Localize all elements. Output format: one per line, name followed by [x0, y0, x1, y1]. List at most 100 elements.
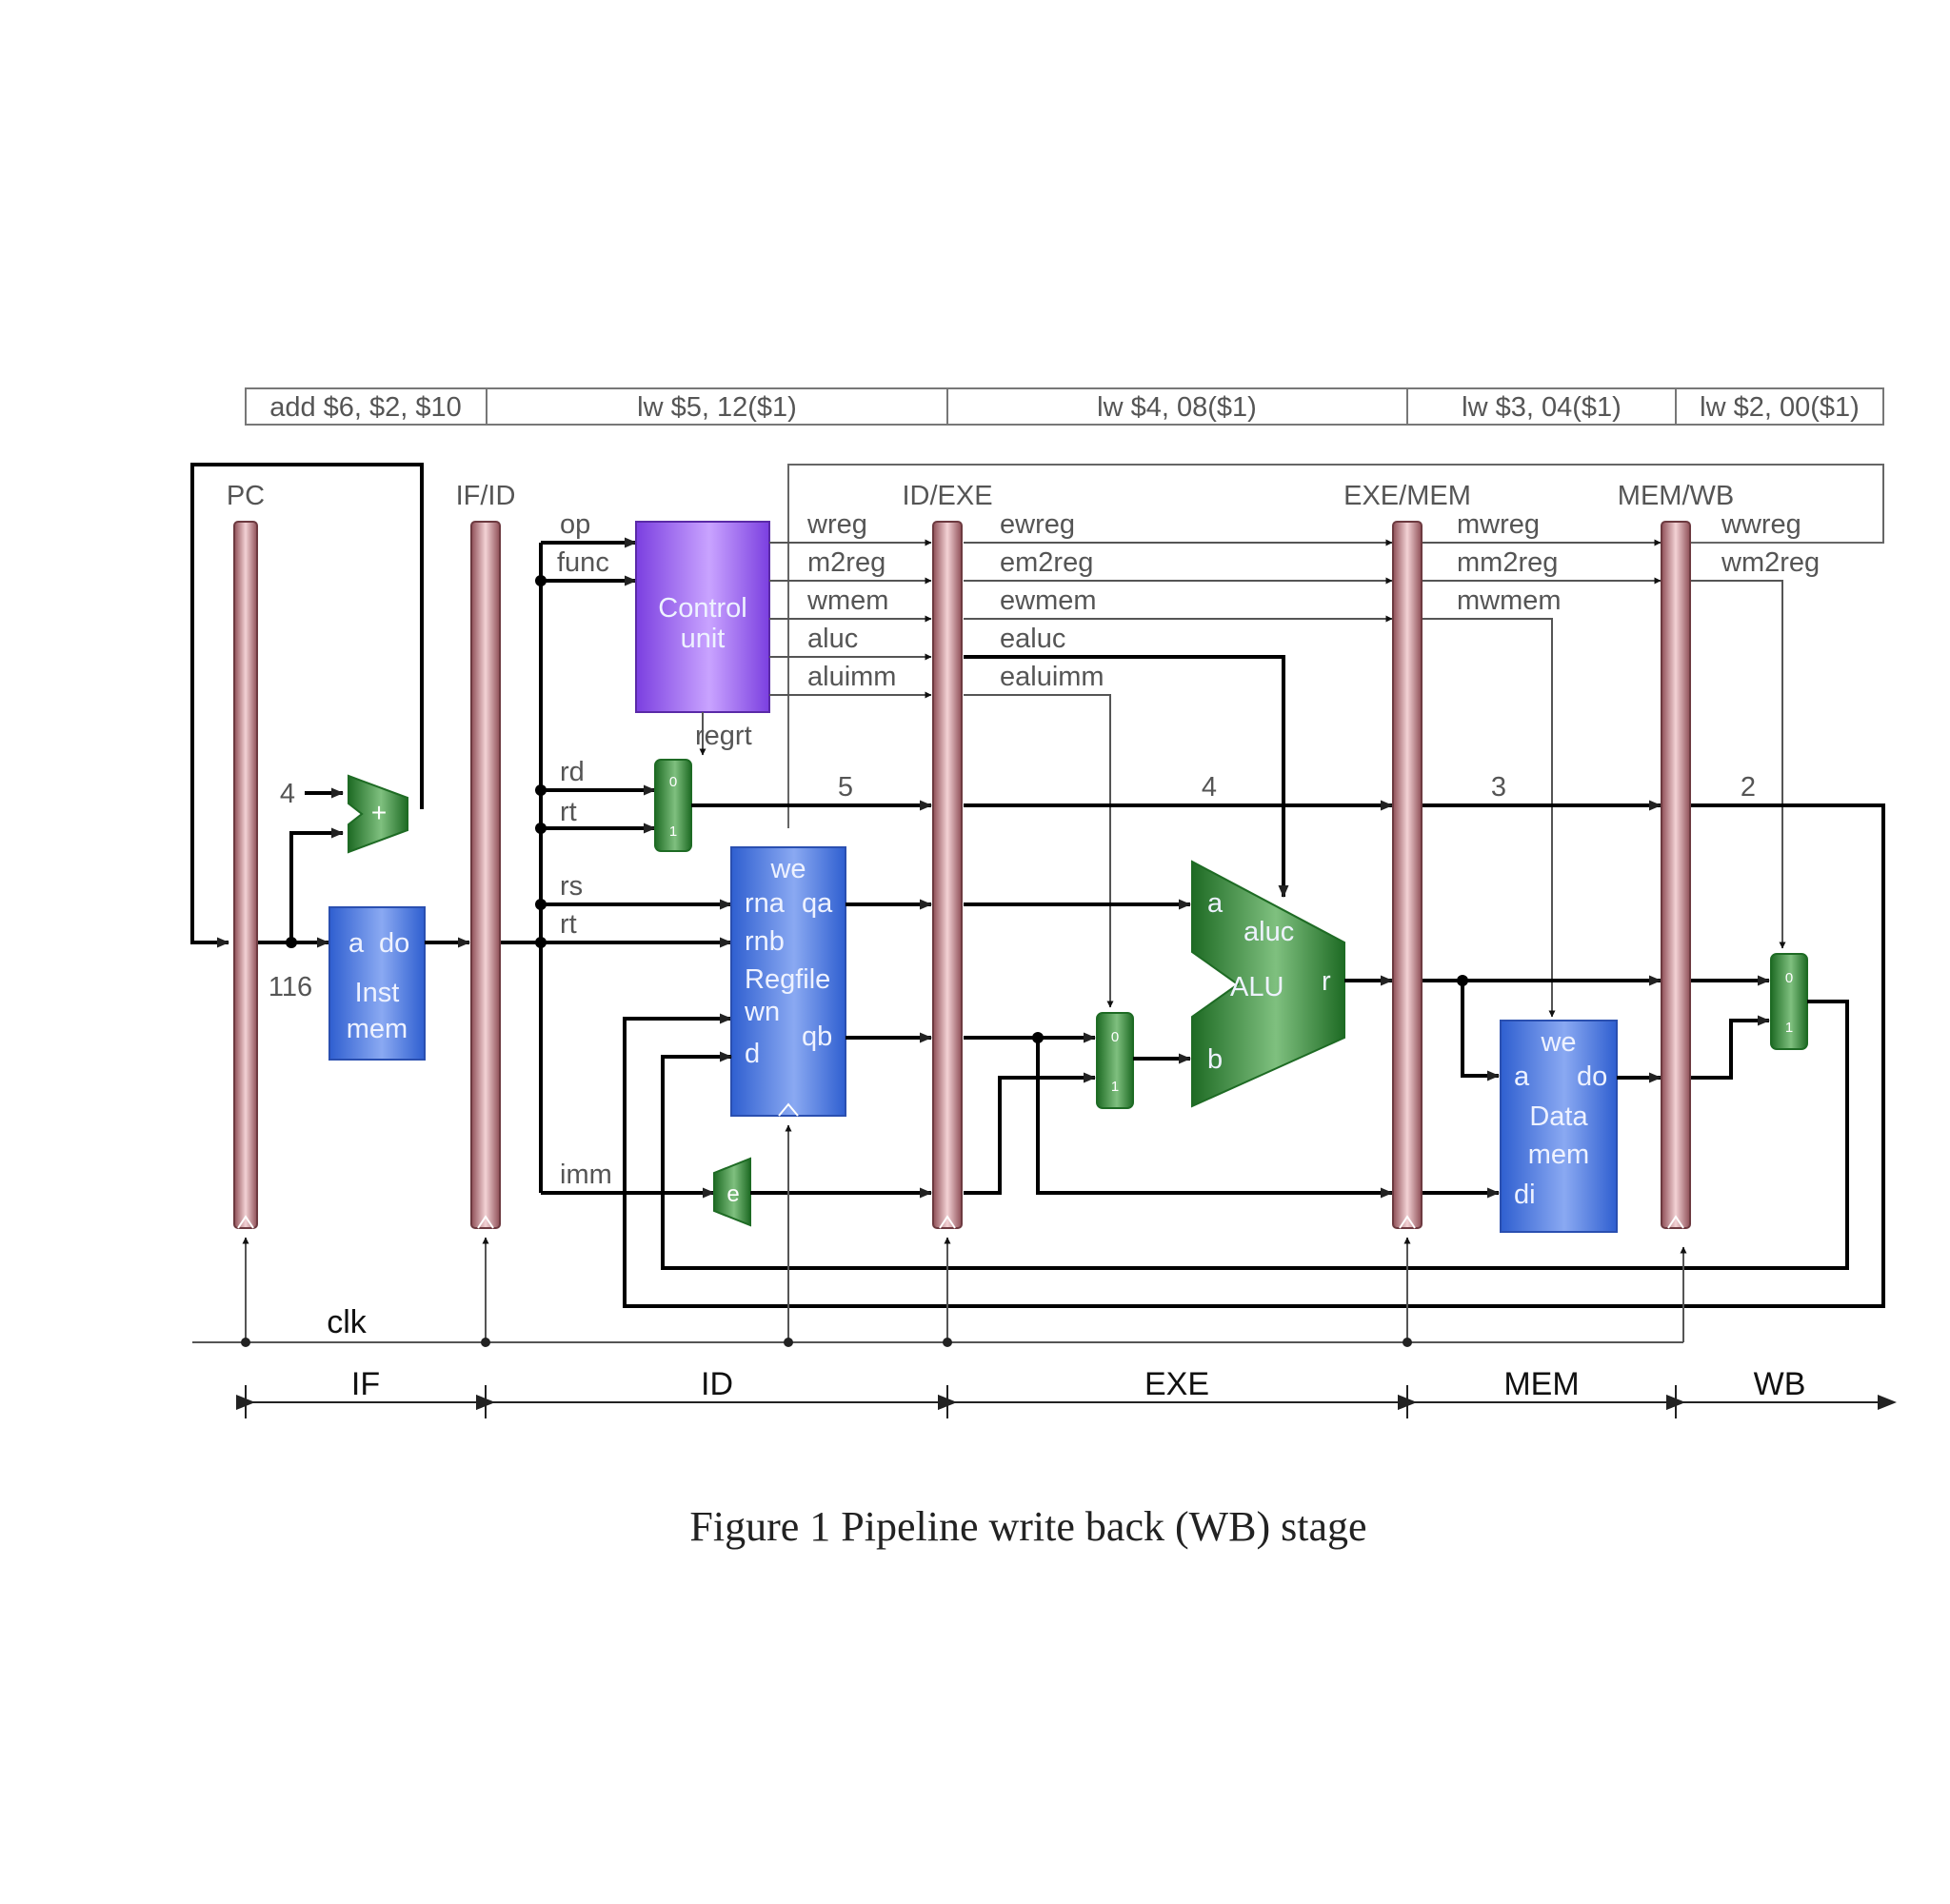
pc-adder: [348, 774, 408, 854]
signal-aluimm: aluimm: [807, 662, 896, 692]
dest-reg-path: 5 4 3 2: [623, 772, 1885, 1308]
regfile-name: Regfile: [745, 964, 830, 995]
control-bus-outline: [787, 464, 1884, 828]
control-unit-name-2: unit: [681, 624, 726, 654]
instruction-wb: lw $2, 00($1): [1700, 392, 1860, 423]
field-rt: rt: [560, 797, 577, 827]
wb-mux-1: 1: [1785, 1020, 1793, 1036]
pc-label: PC: [227, 481, 265, 511]
field-imm: imm: [560, 1160, 612, 1190]
exe-mem-label: EXE/MEM: [1343, 481, 1471, 511]
clock: clk: [192, 1124, 1687, 1347]
data-mem: we a do Data mem di: [1500, 1020, 1618, 1233]
regfile-qa: qa: [802, 888, 833, 919]
id-exe-register: [932, 521, 963, 1229]
stage-id: ID: [701, 1366, 733, 1402]
inst-mem-name-2: mem: [347, 1014, 408, 1044]
field-rs: rs: [560, 871, 583, 902]
regfile-d: d: [745, 1039, 760, 1069]
regfile-wn: wn: [744, 997, 780, 1027]
data-mem-name: Data: [1529, 1101, 1588, 1132]
signal-em2reg: em2reg: [1000, 547, 1093, 578]
inst-mem-name: Inst: [355, 978, 400, 1008]
regrt-mux-0: 0: [669, 774, 677, 790]
regrt-label: regrt: [695, 721, 752, 751]
regfile: we rna qa rnb Regfile wn qb d: [730, 846, 846, 1117]
alu: a aluc ALU r b: [1191, 860, 1345, 1108]
pc-value: 116: [269, 972, 312, 1002]
if-id-fields: op func rd rt rs rt imm: [500, 509, 732, 1199]
adder-symbol: +: [371, 798, 387, 827]
dest-reg-id: 5: [838, 772, 853, 803]
mem-wb-label: MEM/WB: [1618, 481, 1734, 511]
data-mem-name-2: mem: [1528, 1140, 1589, 1170]
field-func: func: [557, 547, 609, 578]
signal-wreg: wreg: [806, 509, 867, 540]
data-mem-we: we: [1540, 1027, 1576, 1058]
control-signals: wreg m2reg wmem aluc aluimm ewreg em2reg…: [769, 509, 1820, 1018]
signal-m2reg: m2reg: [807, 547, 885, 578]
control-unit-name: Control: [658, 593, 747, 624]
pc-loop: 4 116 +: [190, 463, 424, 1002]
regfile-rna: rna: [745, 888, 786, 919]
dest-reg-wb: 2: [1741, 772, 1756, 803]
signal-ealuimm: ealuimm: [1000, 662, 1104, 692]
data-mem-a: a: [1514, 1061, 1530, 1092]
pc-register: [233, 521, 258, 1229]
wb-mux-0: 0: [1785, 970, 1793, 986]
sign-extender: e: [713, 1157, 751, 1227]
pipeline-registers: [233, 521, 1691, 1229]
figure-caption: Figure 1 Pipeline write back (WB) stage: [689, 1503, 1367, 1550]
alu-name: ALU: [1230, 972, 1283, 1002]
signal-mwmem: mwmem: [1457, 585, 1562, 616]
aluimm-mux-0: 0: [1111, 1029, 1119, 1045]
exe-mem-register: [1392, 521, 1423, 1229]
mem-wb-register: [1661, 521, 1691, 1229]
signal-mm2reg: mm2reg: [1457, 547, 1558, 578]
writeback-data-line: [661, 1000, 1849, 1270]
instruction-id: lw $5, 12($1): [637, 392, 797, 423]
stage-wb: WB: [1754, 1366, 1806, 1402]
alu-aluc: aluc: [1244, 917, 1294, 947]
field-rt-2: rt: [560, 909, 577, 940]
signal-wm2reg: wm2reg: [1721, 547, 1820, 578]
alu-a: a: [1207, 888, 1224, 919]
instruction-if: add $6, $2, $10: [269, 392, 462, 423]
stage-ruler: IF ID EXE MEM WB: [236, 1366, 1897, 1418]
extender-label: e: [726, 1181, 739, 1207]
regfile-we: we: [769, 854, 806, 884]
alu-b: b: [1207, 1044, 1223, 1075]
dest-reg-mem: 3: [1491, 772, 1506, 803]
pc-increment: 4: [280, 779, 295, 809]
inst-mem-a: a: [348, 928, 365, 959]
stage-if: IF: [351, 1366, 380, 1402]
signal-wmem: wmem: [806, 585, 888, 616]
instruction-mem: lw $3, 04($1): [1462, 392, 1622, 423]
instruction-exe: lw $4, 08($1): [1097, 392, 1257, 423]
signal-wwreg: wwreg: [1721, 509, 1801, 540]
stage-mem: MEM: [1503, 1366, 1579, 1402]
aluimm-mux-1: 1: [1111, 1079, 1119, 1095]
signal-mwreg: mwreg: [1457, 509, 1540, 540]
aluimm-mux: 0 1: [1096, 1012, 1134, 1109]
dest-reg-exe: 4: [1202, 772, 1217, 803]
wb-mux: 0 1: [1770, 953, 1808, 1050]
control-unit: Control unit: [635, 521, 770, 713]
alu-r: r: [1322, 966, 1331, 997]
signal-aluc: aluc: [807, 624, 858, 654]
signal-ewmem: ewmem: [1000, 585, 1097, 616]
signal-ealuc: ealuc: [1000, 624, 1065, 654]
if-id-register: [470, 521, 501, 1229]
field-op: op: [560, 509, 590, 540]
id-exe-label: ID/EXE: [902, 481, 992, 511]
clk-label: clk: [327, 1304, 368, 1340]
field-rd: rd: [560, 757, 585, 787]
inst-mem-do: do: [379, 928, 409, 959]
regrt-mux: 0 1: [654, 759, 692, 852]
inst-mem: a do Inst mem: [328, 906, 426, 1061]
data-mem-di: di: [1514, 1180, 1536, 1210]
stage-exe: EXE: [1144, 1366, 1209, 1402]
if-id-label: IF/ID: [456, 481, 516, 511]
signal-ewreg: ewreg: [1000, 509, 1075, 540]
